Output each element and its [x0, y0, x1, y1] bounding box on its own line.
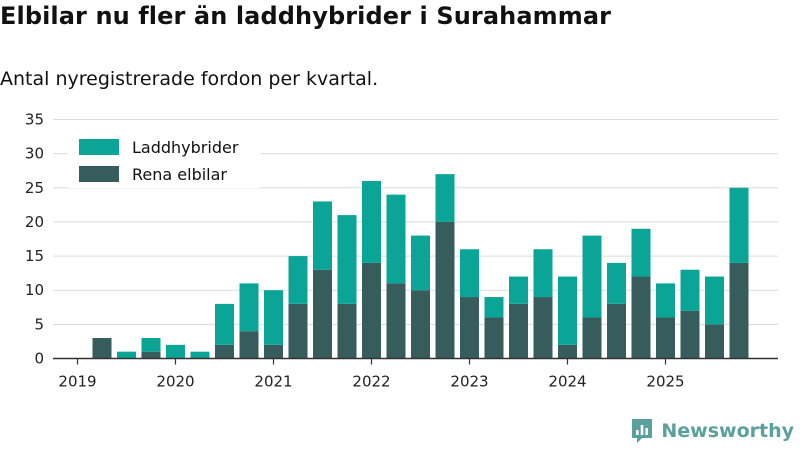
bar-laddhybrider [313, 201, 332, 270]
legend-swatch [79, 139, 119, 155]
y-tick-label: 35 [25, 111, 44, 129]
bar-laddhybrider [386, 194, 406, 284]
bar-laddhybrider [460, 249, 479, 298]
bar-rena-elbilar [631, 276, 651, 359]
chart-title: Elbilar nu fler än laddhybrider i Suraha… [0, 2, 612, 30]
bar-rena-elbilar [582, 317, 602, 359]
bar-rena-elbilar [558, 344, 577, 359]
bar-laddhybrider [558, 276, 577, 345]
y-tick-label: 25 [25, 179, 44, 197]
bar-rena-elbilar [484, 317, 504, 359]
bar-rena-elbilar [92, 338, 112, 359]
bar-laddhybrider [337, 215, 357, 304]
bar-laddhybrider [288, 256, 308, 304]
bar-rena-elbilar [411, 290, 430, 359]
bar-rena-elbilar [362, 262, 381, 359]
bar-rena-elbilar [729, 262, 749, 359]
bar-rena-elbilar [607, 303, 626, 359]
legend-label: Rena elbilar [132, 165, 227, 184]
bar-rena-elbilar [239, 331, 259, 359]
bar-rena-elbilar [141, 351, 161, 359]
bar-laddhybrider [582, 235, 602, 318]
bar-rena-elbilar [313, 269, 332, 359]
bar-laddhybrider [166, 344, 185, 359]
x-tick-label: 2024 [548, 373, 586, 391]
bar-rena-elbilar [533, 297, 553, 359]
y-tick-label: 30 [25, 145, 44, 163]
chart-subtitle: Antal nyregistrerade fordon per kvartal. [0, 68, 379, 90]
brand-name: Newsworthy [661, 420, 794, 442]
bar-laddhybrider [117, 351, 136, 359]
bar-rena-elbilar [656, 317, 675, 359]
bar-laddhybrider [411, 235, 430, 291]
bar-laddhybrider [631, 228, 651, 277]
y-tick-label: 10 [25, 281, 44, 299]
bar-laddhybrider [190, 351, 210, 359]
y-tick-label: 20 [25, 213, 44, 231]
x-tick-label: 2022 [352, 373, 390, 391]
y-tick-label: 0 [34, 350, 44, 368]
bar-laddhybrider [680, 269, 700, 311]
legend-label: Laddhybrider [132, 138, 239, 157]
bar-laddhybrider [509, 276, 528, 304]
bar-rena-elbilar [705, 324, 724, 359]
x-tick-label: 2023 [450, 373, 488, 391]
bar-laddhybrider [435, 174, 455, 222]
x-tick-label: 2021 [254, 373, 292, 391]
bar-laddhybrider [533, 249, 553, 298]
bar-rena-elbilar [337, 303, 357, 359]
bar-laddhybrider [264, 290, 283, 345]
bar-rena-elbilar [680, 310, 700, 359]
bar-laddhybrider [362, 180, 381, 263]
x-tick-label: 2020 [156, 373, 194, 391]
bar-laddhybrider [141, 338, 161, 352]
bar-rena-elbilar [509, 303, 528, 359]
bar-laddhybrider [729, 187, 749, 263]
legend-swatch [79, 166, 119, 182]
bar-laddhybrider [705, 276, 724, 325]
bar-rena-elbilar [264, 344, 283, 359]
brand-footer: Newsworthy [630, 418, 794, 444]
bar-laddhybrider [239, 283, 259, 332]
y-tick-label: 5 [34, 315, 44, 333]
bar-laddhybrider [484, 297, 504, 318]
bar-laddhybrider [607, 262, 626, 304]
bar-laddhybrider [215, 303, 234, 345]
x-tick-label: 2019 [58, 373, 96, 391]
bar-rena-elbilar [215, 344, 234, 359]
newsworthy-logo-icon [632, 419, 653, 443]
bar-laddhybrider [656, 283, 675, 318]
bar-rena-elbilar [460, 297, 479, 359]
x-tick-label: 2025 [646, 373, 684, 391]
bar-rena-elbilar [435, 221, 455, 359]
y-tick-label: 15 [25, 247, 44, 265]
bar-rena-elbilar [386, 283, 406, 359]
bar-rena-elbilar [288, 303, 308, 359]
